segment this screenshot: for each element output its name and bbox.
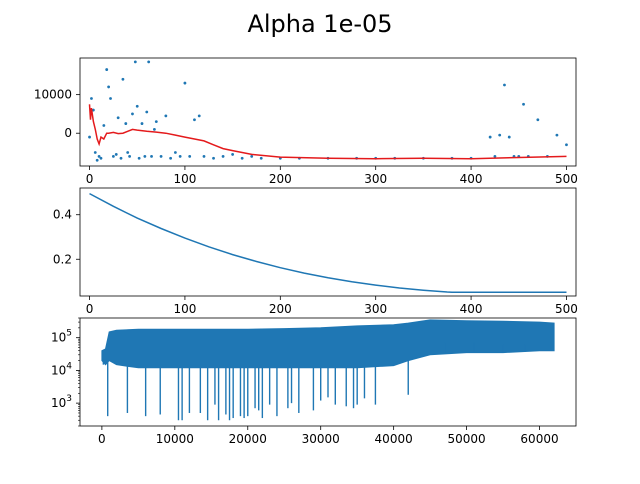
moving-average-line bbox=[88, 104, 567, 160]
scatter-point bbox=[153, 127, 156, 131]
scatter-point bbox=[164, 114, 168, 118]
scatter-point bbox=[159, 154, 163, 158]
scatter-point bbox=[259, 156, 263, 160]
scatter-point bbox=[145, 110, 149, 114]
scatter-point bbox=[188, 154, 192, 158]
scatter-point bbox=[503, 83, 506, 87]
scatter-point bbox=[116, 116, 120, 120]
scatter-point bbox=[119, 156, 123, 160]
scatter-point bbox=[193, 118, 196, 122]
x-tick-label: 20000 bbox=[229, 432, 267, 446]
scatter-point bbox=[522, 102, 525, 106]
x-tick-label: 0 bbox=[98, 432, 106, 446]
scatter-point bbox=[114, 153, 118, 156]
scatter-point bbox=[250, 154, 254, 158]
top-scatter-axes: 0 100 200 300 400 500 0 10000 bbox=[34, 57, 578, 186]
plot-area bbox=[88, 60, 568, 162]
decay-line bbox=[89, 192, 567, 293]
scatter-point bbox=[99, 156, 103, 160]
scatter-point bbox=[169, 156, 173, 160]
scatter-point bbox=[212, 156, 215, 160]
scatter-point bbox=[107, 85, 111, 89]
y-tick-label: 0 bbox=[64, 126, 72, 140]
x-tick-label: 0 bbox=[86, 302, 94, 316]
axes-frame bbox=[79, 57, 577, 167]
scatter-point bbox=[507, 135, 511, 139]
scatter-point bbox=[93, 151, 97, 154]
x-tick-label: 50000 bbox=[447, 432, 485, 446]
scatter-point bbox=[137, 156, 141, 160]
x-tick-label: 300 bbox=[364, 302, 387, 316]
scatter-point bbox=[488, 135, 492, 139]
x-tick-label: 300 bbox=[364, 172, 387, 186]
scatter-point bbox=[90, 97, 93, 100]
y-tick-label: 103 bbox=[51, 394, 72, 410]
x-tick-label: 500 bbox=[555, 302, 578, 316]
scatter-point bbox=[178, 154, 182, 158]
x-tick-label: 400 bbox=[460, 172, 483, 186]
scatter-point bbox=[88, 135, 91, 139]
scatter-point bbox=[231, 153, 235, 156]
middle-line-axes: 0 100 200 300 400 500 0.2 0.4 bbox=[53, 187, 578, 316]
x-tick-label: 500 bbox=[555, 172, 578, 186]
bottom-log-axes: 0 10000 20000 30000 40000 50000 60000 103 104 105 bbox=[51, 317, 577, 446]
scatter-point bbox=[150, 154, 153, 158]
scatter-point bbox=[536, 118, 540, 122]
x-tick-label: 30000 bbox=[302, 432, 340, 446]
scatter-point bbox=[154, 120, 158, 124]
scatter-point bbox=[240, 156, 244, 160]
scatter-point bbox=[173, 151, 177, 154]
scatter-point bbox=[202, 154, 206, 158]
x-tick-label: 100 bbox=[173, 172, 196, 186]
scatter-point bbox=[97, 154, 101, 158]
x-tick-label: 60000 bbox=[520, 432, 558, 446]
scatter-point bbox=[183, 81, 187, 85]
scatter-point bbox=[140, 122, 144, 125]
y-tick-label: 10000 bbox=[34, 88, 72, 102]
scatter-point bbox=[105, 68, 109, 71]
scatter-point bbox=[221, 154, 225, 158]
y-tick-label: 0.4 bbox=[53, 208, 72, 222]
scatter-point bbox=[197, 114, 201, 118]
y-tick-label: 0.2 bbox=[53, 252, 72, 266]
scatter-point bbox=[111, 154, 115, 158]
scatter-point bbox=[565, 143, 568, 147]
scatter-point bbox=[143, 154, 147, 158]
x-tick-label: 200 bbox=[269, 172, 292, 186]
chart-title: Alpha 1e-05 bbox=[247, 10, 392, 38]
scatter-point bbox=[135, 104, 139, 108]
scatter-point bbox=[124, 122, 128, 125]
scatter-point bbox=[126, 151, 130, 154]
scatter-point bbox=[147, 60, 151, 64]
scatter-point bbox=[95, 158, 99, 162]
x-tick-label: 0 bbox=[86, 172, 94, 186]
x-tick-label: 10000 bbox=[156, 432, 194, 446]
scatter-point bbox=[91, 108, 95, 112]
x-tick-label: 40000 bbox=[375, 432, 413, 446]
scatter-point bbox=[493, 154, 497, 158]
scatter-point bbox=[555, 133, 559, 137]
y-tick-label: 105 bbox=[51, 329, 72, 345]
plot-area bbox=[101, 319, 555, 421]
scatter-point bbox=[109, 97, 112, 100]
scatter-point bbox=[131, 112, 134, 116]
scatter-point bbox=[102, 124, 106, 127]
x-tick-label: 100 bbox=[173, 302, 196, 316]
scatter-point bbox=[133, 60, 137, 64]
signal-band bbox=[101, 319, 555, 369]
scatter-point bbox=[128, 154, 132, 158]
plot-area bbox=[89, 192, 567, 293]
x-tick-label: 400 bbox=[460, 302, 483, 316]
scatter-point bbox=[121, 77, 125, 81]
x-tick-label: 200 bbox=[269, 302, 292, 316]
y-tick-label: 104 bbox=[51, 361, 72, 377]
scatter-point bbox=[498, 133, 502, 137]
axes-frame bbox=[79, 187, 577, 297]
